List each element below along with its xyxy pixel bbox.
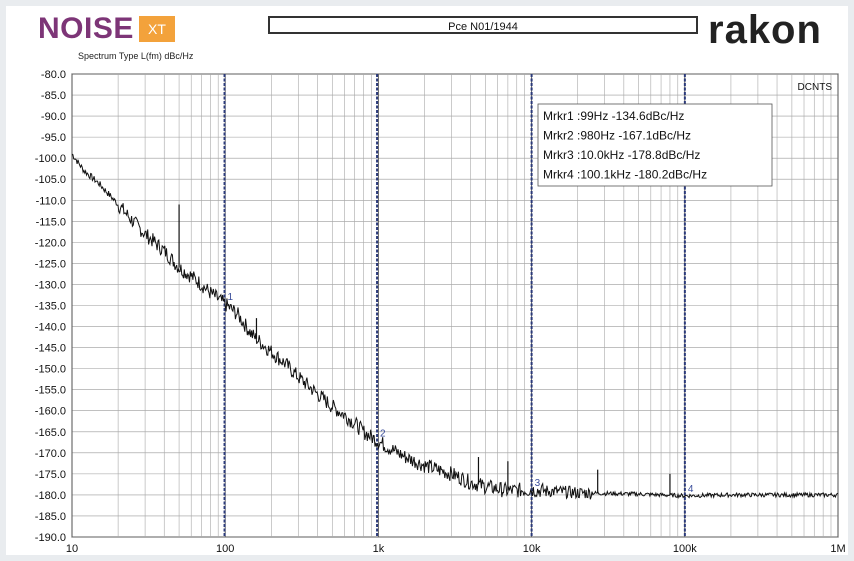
y-tick-label: -120.0 <box>35 237 66 249</box>
y-tick-label: -140.0 <box>35 322 66 334</box>
x-tick-label: 1M <box>830 543 845 555</box>
corner-label: DCNTS <box>798 82 833 93</box>
marker-legend-entry: Mrkr3 :10.0kHz -178.8dBc/Hz <box>543 148 700 162</box>
marker-legend-entry: Mrkr2 :980Hz -167.1dBc/Hz <box>543 129 691 143</box>
marker-legend-box <box>537 103 773 187</box>
y-tick-label: -115.0 <box>36 216 66 228</box>
y-tick-label: -175.0 <box>35 469 66 481</box>
marker-2-label: 2 <box>380 429 386 440</box>
y-tick-label: -135.0 <box>35 301 66 313</box>
y-tick-label: -105.0 <box>35 174 66 186</box>
xt-logo-badge: XT <box>139 16 175 42</box>
y-tick-label: -85.0 <box>41 90 66 102</box>
y-tick-label: -160.0 <box>35 406 66 418</box>
y-tick-label: -185.0 <box>35 511 66 523</box>
y-tick-label: -110.0 <box>36 195 66 207</box>
rakon-logo-text: rakon <box>708 8 822 52</box>
chart-subtitle: Spectrum Type L(fm) dBc/Hz <box>78 51 194 61</box>
marker-3-label: 3 <box>535 478 541 489</box>
y-tick-label: -190.0 <box>35 532 66 544</box>
x-tick-label: 1k <box>373 543 385 555</box>
noise-logo: NOISE <box>38 12 134 45</box>
x-tick-label: 10 <box>66 543 78 555</box>
y-tick-label: -100.0 <box>35 153 66 165</box>
page-title: Pce N01/1944 <box>268 16 698 34</box>
x-tick-label: 10k <box>523 543 541 555</box>
y-tick-label: -125.0 <box>35 258 66 270</box>
marker-legend-entry: Mrkr4 :100.1kHz -180.2dBc/Hz <box>543 168 707 182</box>
series-line <box>71 153 839 500</box>
y-tick-label: -80.0 <box>41 69 66 81</box>
marker-1-label: 1 <box>228 292 234 303</box>
rakon-logo: rakon <box>708 8 822 53</box>
y-tick-label: -90.0 <box>41 111 66 123</box>
y-tick-label: -130.0 <box>35 279 66 291</box>
marker-4-label: 4 <box>688 484 694 495</box>
y-tick-label: -150.0 <box>35 364 66 376</box>
y-tick-label: -145.0 <box>35 343 66 355</box>
y-tick-label: -165.0 <box>35 427 66 439</box>
marker-legend-entry: Mrkr1 :99Hz -134.6dBc/Hz <box>543 109 684 123</box>
x-tick-label: 100k <box>673 543 697 555</box>
y-tick-label: -180.0 <box>35 490 66 502</box>
y-tick-label: -155.0 <box>35 385 66 397</box>
y-tick-label: -95.0 <box>41 132 66 144</box>
x-tick-label: 100 <box>216 543 234 555</box>
y-tick-label: -170.0 <box>35 448 66 460</box>
